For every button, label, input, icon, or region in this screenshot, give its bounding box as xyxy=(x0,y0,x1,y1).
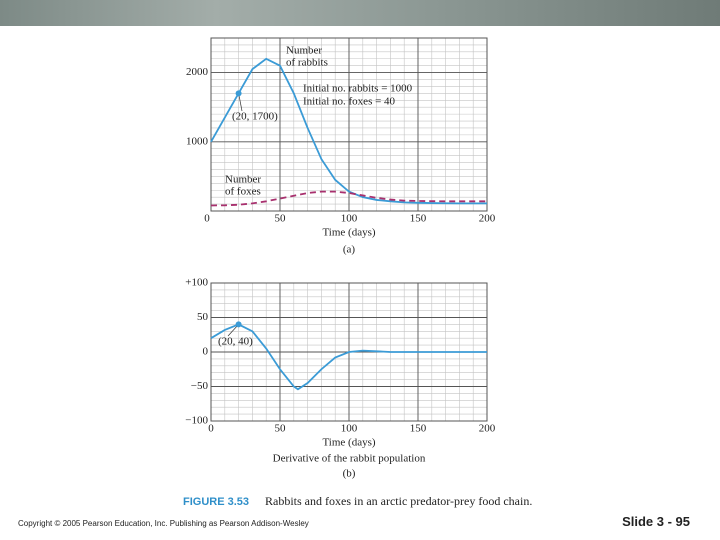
x-tick-label: 0 xyxy=(204,213,210,225)
copyright: Copyright © 2005 Pearson Education, Inc.… xyxy=(18,519,309,528)
banner xyxy=(0,0,720,26)
annotation: of rabbits xyxy=(286,57,328,69)
figure-caption: Rabbits and foxes in an arctic predator-… xyxy=(265,494,532,508)
x-tick-label: 100 xyxy=(341,423,358,435)
y-tick-label: −100 xyxy=(185,415,208,427)
panel-label: (a) xyxy=(343,244,356,256)
y-tick-label: 0 xyxy=(203,346,209,358)
annotation: Number xyxy=(225,174,261,186)
series-line xyxy=(210,323,487,391)
x-tick-label: 200 xyxy=(479,423,496,435)
y-tick-label: 2000 xyxy=(186,66,209,78)
slide-number: Slide 3 - 95 xyxy=(622,514,690,529)
series-line xyxy=(210,190,487,207)
x-tick-label: 50 xyxy=(275,213,287,225)
x-tick-label: 100 xyxy=(341,213,358,225)
x-axis-label: Time (days) xyxy=(322,227,375,239)
y-tick-label: −50 xyxy=(191,380,209,392)
subtitle: Derivative of the rabbit population xyxy=(273,453,426,465)
figure-label: FIGURE 3.53 xyxy=(183,496,249,508)
x-tick-label: 50 xyxy=(275,423,287,435)
point-label: (20, 40) xyxy=(218,336,253,348)
point-label: (20, 1700) xyxy=(232,111,278,123)
y-tick-label: +100 xyxy=(185,277,208,289)
annotation: Initial no. rabbits = 1000 xyxy=(303,83,413,95)
x-tick-label: 150 xyxy=(410,423,427,435)
annotation: Initial no. foxes = 40 xyxy=(303,96,396,108)
data-point xyxy=(235,321,242,328)
y-tick-label: 50 xyxy=(197,311,209,323)
data-point xyxy=(235,90,242,97)
x-tick-label: 150 xyxy=(410,213,427,225)
panel-label: (b) xyxy=(343,468,356,480)
x-axis-label: Time (days) xyxy=(322,437,375,449)
annotation: Number xyxy=(286,45,322,57)
x-tick-label: 0 xyxy=(208,423,214,435)
x-tick-label: 200 xyxy=(479,213,496,225)
y-tick-label: 1000 xyxy=(186,135,209,147)
annotation: of foxes xyxy=(225,186,261,198)
series-line xyxy=(210,57,487,205)
